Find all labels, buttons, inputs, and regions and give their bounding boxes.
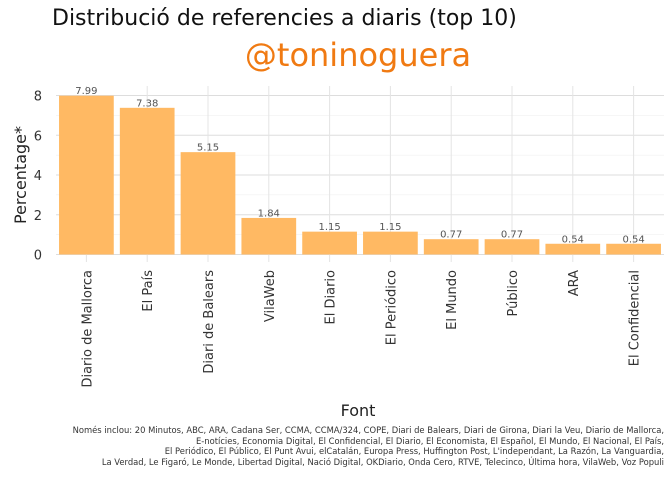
x-tick-label: El País [141,270,156,312]
x-tick-label: El Mundo [445,270,460,330]
data-label: 7.99 [75,86,97,97]
bar [302,231,357,255]
x-tick-label: ARA [567,270,582,296]
data-label: 1.15 [318,222,340,233]
x-tick-label: El Confidencial [628,270,643,366]
y-tick-label: 4 [34,169,42,184]
data-label: 0.54 [622,234,644,245]
bar [545,243,601,255]
x-tick-label: Diari de Balears [202,270,217,374]
bar [59,95,114,255]
data-label: 1.84 [258,208,280,219]
y-axis-label: Percentage* [11,126,30,224]
x-axis-label: Font [341,401,376,420]
bar [241,217,297,255]
bar [423,239,479,255]
y-tick-label: 6 [34,129,42,144]
footnote-line: La Verdad, Le Figaró, Le Monde, Libertad… [101,456,664,467]
chart-title: Distribució de referencies a diaris (top… [52,6,517,31]
bar [606,243,661,255]
chart-subtitle: @toninoguera [244,36,472,74]
footnote-line: Només inclou: 20 Minutos, ABC, ARA, Cada… [72,425,664,435]
footnote: Només inclou: 20 Minutos, ABC, ARA, Cada… [24,425,664,467]
y-tick-label: 8 [34,90,42,105]
bar [119,107,175,255]
data-label: 5.15 [197,143,219,154]
y-tick-label: 2 [34,209,42,224]
data-label: 7.38 [136,98,158,109]
footnote-line: El Periódico, El Público, El Punt Avui, … [164,446,664,457]
x-tick-label: VilaWeb [263,270,278,322]
y-tick-label: 0 [34,249,42,264]
data-label: 0.77 [440,230,462,241]
x-tick-label: Diario de Mallorca [80,270,95,388]
footnote-line: E-notícies, Economia Digital, El Confide… [195,435,664,446]
x-tick-label: Público [506,270,521,316]
x-tick-label: El Periódico [384,270,399,345]
data-label: 0.54 [562,234,584,245]
bar [484,239,540,255]
data-label: 0.77 [501,230,523,241]
x-tick-label: El Diario [324,270,339,325]
data-label: 1.15 [379,222,401,233]
bar [363,231,418,255]
bar [180,152,236,255]
